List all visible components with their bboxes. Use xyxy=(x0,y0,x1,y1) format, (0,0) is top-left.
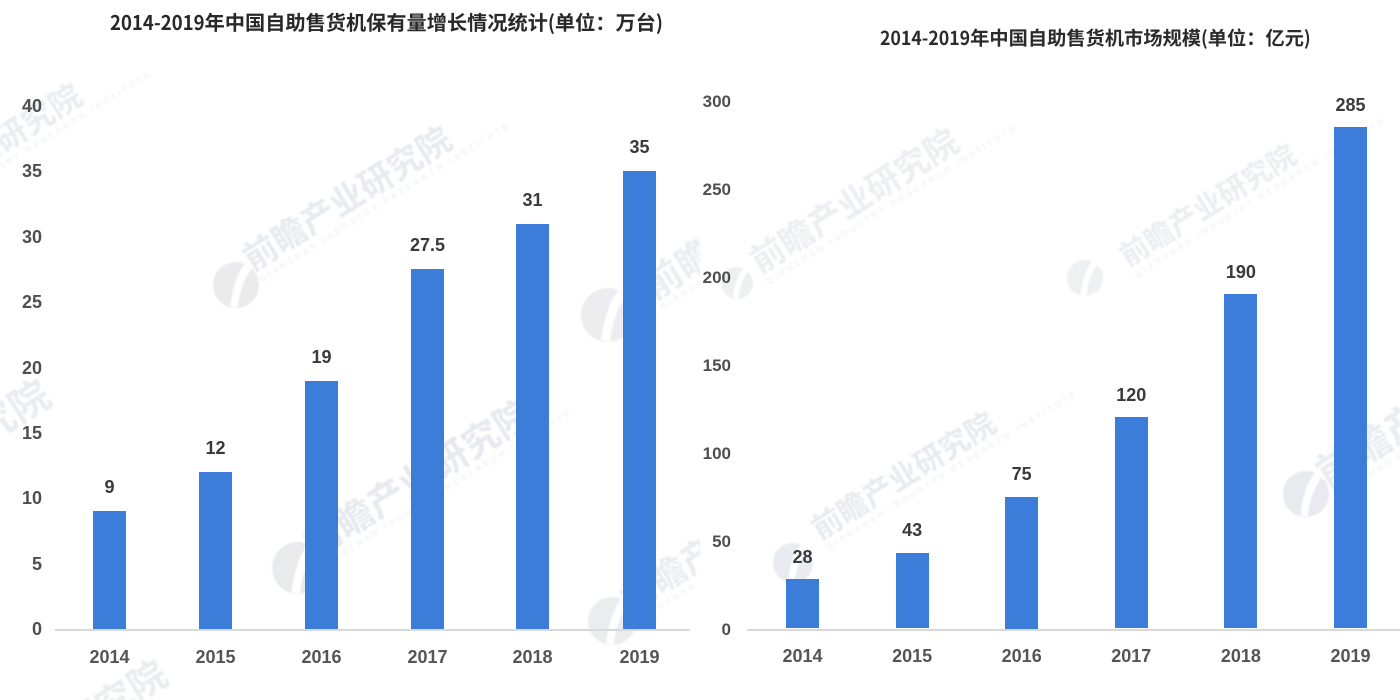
svg-text:QIANZHAN INDUSTRY RESEARCH INS: QIANZHAN INDUSTRY RESEARCH INSTITUTE xyxy=(764,122,1019,287)
svg-text:QIANZHAN INDUSTRY RESEARCH INS: QIANZHAN INDUSTRY RESEARCH INSTITUTE xyxy=(257,119,512,284)
svg-text:QIANZHAN INDUSTRY RESEARCH INS: QIANZHAN INDUSTRY RESEARCH INSTITUTE xyxy=(0,68,154,233)
